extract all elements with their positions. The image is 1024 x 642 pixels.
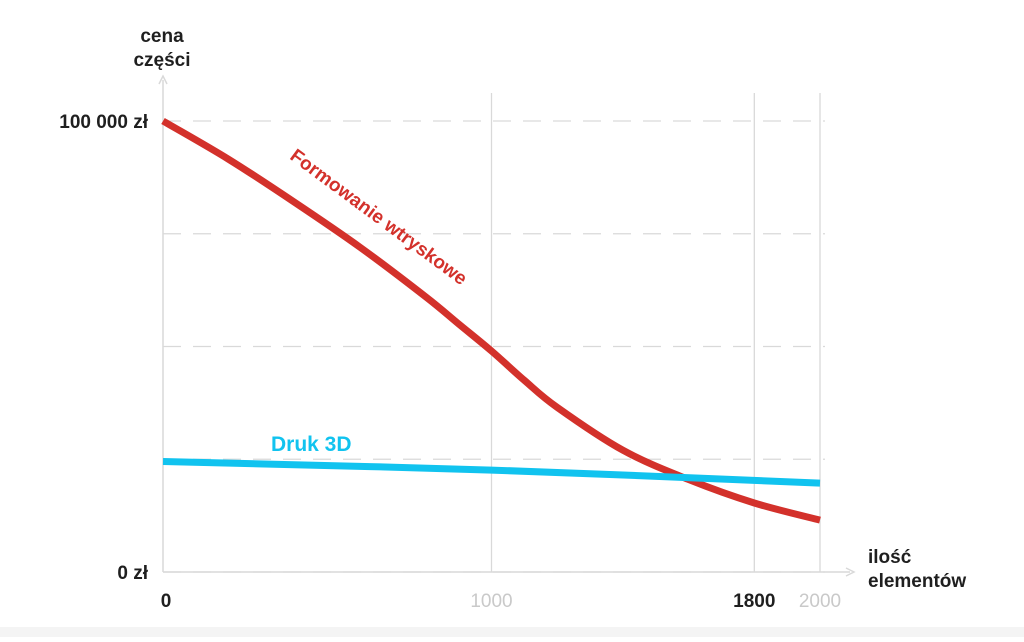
bottom-strip bbox=[0, 627, 1024, 637]
y-axis-arrow-icon bbox=[158, 74, 168, 85]
series-layer bbox=[161, 117, 821, 524]
x-axis-arrow-icon bbox=[845, 567, 856, 577]
y-axis-title: części bbox=[133, 50, 190, 71]
x-axis-title: elementów bbox=[868, 571, 966, 592]
series-label-druk-3d: Druk 3D bbox=[271, 433, 352, 456]
grid-layer bbox=[163, 93, 825, 573]
x-axis-title: ilość bbox=[868, 547, 912, 568]
x-tick-label: 1800 bbox=[733, 591, 775, 612]
x-tick-label: 2000 bbox=[799, 591, 841, 612]
axes-layer bbox=[158, 74, 856, 577]
y-axis-title: cena bbox=[140, 26, 184, 47]
y-tick-label: 100 000 zł bbox=[59, 112, 148, 133]
x-tick-label: 0 bbox=[161, 591, 172, 612]
series-line-druk-3d bbox=[162, 458, 821, 487]
x-tick-label: 1000 bbox=[470, 591, 512, 612]
y-tick-label: 0 zł bbox=[117, 563, 148, 584]
